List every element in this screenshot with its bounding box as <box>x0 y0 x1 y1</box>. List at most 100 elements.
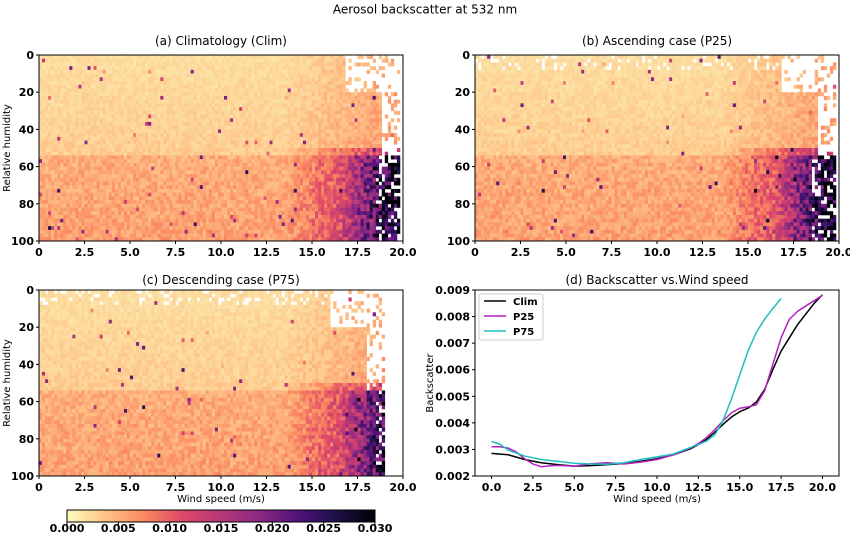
heatmap-cell <box>278 55 282 60</box>
heatmap-cell <box>263 95 267 100</box>
heatmap-cell <box>208 214 213 219</box>
heatmap-cell <box>330 114 334 119</box>
heatmap-cell <box>187 77 191 82</box>
heatmap-cell <box>87 229 91 234</box>
heatmap-cell <box>111 81 116 86</box>
heatmap-cell <box>278 95 282 100</box>
heatmap-cell <box>293 226 298 231</box>
heatmap-cell <box>187 226 191 231</box>
heatmap-cell <box>54 174 58 179</box>
heatmap-cell <box>151 233 155 238</box>
heatmap-cell <box>336 181 340 186</box>
heatmap-cell <box>102 121 107 126</box>
heatmap-cell <box>123 136 128 141</box>
heatmap-cell <box>139 203 143 208</box>
heatmap-cell <box>230 73 234 78</box>
heatmap-cell <box>221 218 225 223</box>
heatmap-cell <box>90 140 94 145</box>
heatmap-cell <box>251 229 255 234</box>
heatmap-cell <box>287 114 292 119</box>
heatmap-cell <box>87 188 91 193</box>
heatmap-cell <box>293 174 298 179</box>
heatmap-cell <box>278 148 282 153</box>
heatmap-cell <box>205 196 210 201</box>
heatmap-cell <box>248 218 252 223</box>
heatmap-cell <box>211 211 216 216</box>
heatmap-cell <box>45 103 49 108</box>
heatmap-cell <box>251 95 255 100</box>
heatmap-cell <box>211 166 216 171</box>
heatmap-cell <box>211 55 216 60</box>
heatmap-cell <box>45 214 49 219</box>
heatmap-cell <box>57 66 61 71</box>
heatmap-cell <box>51 103 55 108</box>
heatmap-cell <box>51 166 55 171</box>
heatmap-cell <box>154 81 158 86</box>
heatmap-cell <box>169 203 173 208</box>
heatmap-cell <box>333 55 337 60</box>
heatmap-cell <box>39 211 43 216</box>
heatmap-cell <box>136 218 140 223</box>
heatmap-cell <box>60 181 64 186</box>
heatmap-cell <box>214 88 219 93</box>
heatmap-cell <box>148 196 152 201</box>
heatmap-cell <box>69 140 73 145</box>
heatmap-cell <box>211 174 216 179</box>
heatmap-cell <box>175 77 179 82</box>
heatmap-cell <box>157 129 161 134</box>
heatmap-cell <box>148 174 152 179</box>
heatmap-cell <box>57 84 61 89</box>
heatmap-cell <box>151 136 155 141</box>
heatmap-cell <box>154 107 158 112</box>
heatmap-cell <box>190 77 194 82</box>
heatmap-cell <box>39 181 43 186</box>
heatmap-cell <box>284 207 289 212</box>
heatmap-cell <box>133 110 137 115</box>
heatmap-cell <box>42 133 46 138</box>
heatmap-cell <box>245 148 249 153</box>
heatmap-cell <box>224 121 228 126</box>
heatmap-cell <box>221 166 225 171</box>
heatmap-cell <box>227 99 231 104</box>
heatmap-cell <box>239 226 243 231</box>
heatmap-cell <box>105 92 110 97</box>
heatmap-cell <box>81 84 85 89</box>
heatmap-cell <box>57 200 61 205</box>
heatmap-cell <box>236 170 240 175</box>
heatmap-cell <box>330 66 334 71</box>
heatmap-cell <box>269 233 273 238</box>
heatmap-cell <box>227 166 231 171</box>
heatmap-cell <box>169 88 173 93</box>
heatmap-cell <box>330 144 334 149</box>
heatmap-cell <box>75 136 79 141</box>
heatmap-cell <box>193 174 198 179</box>
heatmap-cell <box>275 77 279 82</box>
heatmap-cell <box>166 159 170 164</box>
heatmap-cell <box>339 192 343 197</box>
heatmap-cell <box>93 136 97 141</box>
heatmap-cell <box>157 136 161 141</box>
heatmap-cell <box>93 73 97 78</box>
heatmap-cell <box>69 151 73 156</box>
heatmap-cell <box>190 66 194 71</box>
heatmap-cell <box>187 174 191 179</box>
heatmap-cell <box>333 62 337 67</box>
heatmap-cell <box>42 207 46 212</box>
heatmap-cell <box>275 140 279 145</box>
heatmap-cell <box>339 114 343 119</box>
heatmap-cell <box>193 177 198 182</box>
heatmap-cell <box>236 226 240 231</box>
heatmap-cell <box>126 107 131 112</box>
heatmap-cell <box>117 237 122 242</box>
heatmap-cell <box>278 73 282 78</box>
heatmap-cell <box>302 207 307 212</box>
heatmap-cell <box>90 159 94 164</box>
heatmap-cell <box>184 151 188 156</box>
heatmap-cell <box>196 81 201 86</box>
heatmap-cell <box>136 185 140 190</box>
heatmap-cell <box>275 133 279 138</box>
heatmap-cell <box>302 222 307 227</box>
heatmap-cell <box>305 107 310 112</box>
heatmap-cell <box>175 170 179 175</box>
heatmap-cell <box>136 170 140 175</box>
